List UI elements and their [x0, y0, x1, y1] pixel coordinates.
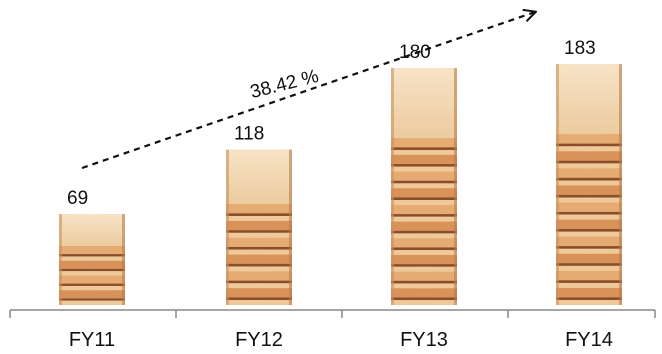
trend-arrow: [81, 12, 535, 170]
x-tick-label-fy11: FY11: [69, 329, 115, 351]
bar-fy14: [556, 64, 622, 305]
value-label-fy14: 183: [564, 38, 596, 59]
x-tick-labels-layer: FY11 FY12 FY13 FY14: [69, 329, 613, 351]
x-tick-label-fy14: FY14: [565, 329, 613, 351]
bars-layer: [59, 64, 622, 305]
value-label-fy11: 69: [67, 188, 88, 209]
bar-fy12: [226, 149, 292, 305]
value-labels-layer: 69118180183: [67, 38, 596, 209]
value-label-fy12: 118: [234, 124, 264, 145]
x-tick-label-fy12: FY12: [235, 329, 283, 351]
x-ticks-layer: [9, 310, 656, 318]
bar-fy11: [59, 214, 125, 305]
x-tick-label-fy13: FY13: [400, 329, 448, 351]
bar-fy13: [391, 68, 457, 305]
